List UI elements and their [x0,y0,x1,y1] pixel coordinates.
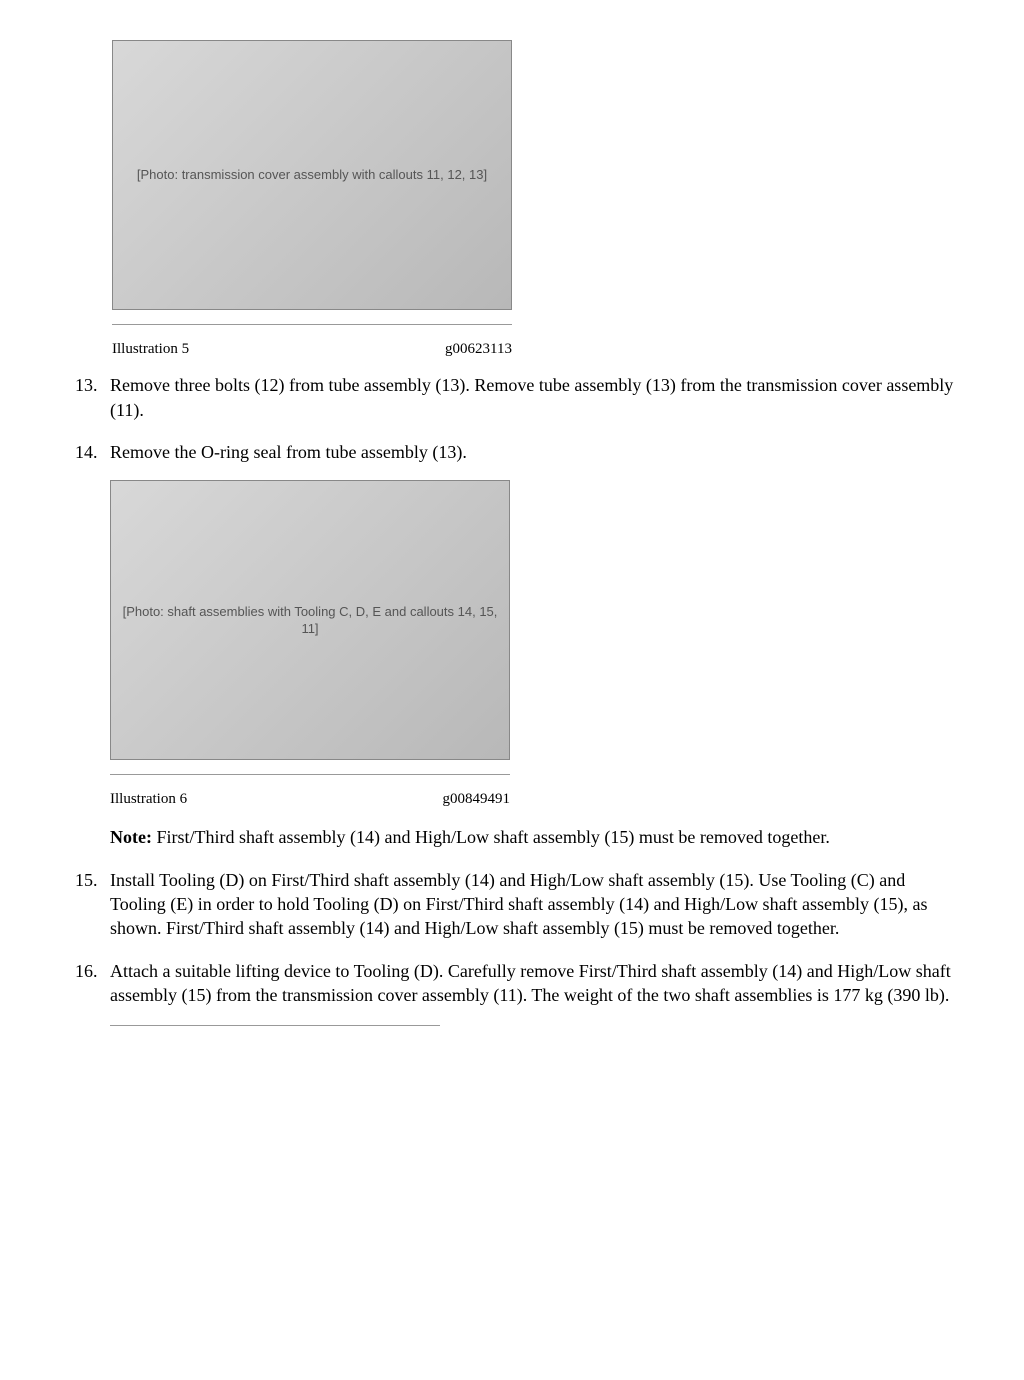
caption-rule [112,324,512,325]
figure-image-6: [Photo: shaft assemblies with Tooling C,… [110,480,510,760]
step-text: Remove the O-ring seal from tube assembl… [110,442,467,462]
step-text: Attach a suitable lifting device to Tool… [110,961,951,1005]
note-label: Note: [110,827,152,847]
step-text: Remove three bolts (12) from tube assemb… [110,375,953,419]
illustration-code: g00849491 [443,789,511,809]
page-content: [Photo: transmission cover assembly with… [62,40,962,1026]
illustration-label: Illustration 6 [110,789,187,809]
illustration-label: Illustration 5 [112,339,189,359]
step-16: Attach a suitable lifting device to Tool… [102,959,962,1027]
step-text: Install Tooling (D) on First/Third shaft… [110,870,928,939]
end-rule [110,1025,440,1026]
procedure-list: Remove three bolts (12) from tube assemb… [62,373,962,1026]
figure-caption-row: Illustration 5 g00623113 [112,339,512,359]
step-14: Remove the O-ring seal from tube assembl… [102,440,962,850]
note-block: Note: First/Third shaft assembly (14) an… [110,825,962,849]
figure-caption-row: Illustration 6 g00849491 [110,789,510,809]
illustration-code: g00623113 [445,339,512,359]
figure-image-5: [Photo: transmission cover assembly with… [112,40,512,310]
step-13: Remove three bolts (12) from tube assemb… [102,373,962,422]
figure-illustration-6: [Photo: shaft assemblies with Tooling C,… [110,480,962,809]
figure-illustration-5: [Photo: transmission cover assembly with… [112,40,962,359]
step-15: Install Tooling (D) on First/Third shaft… [102,868,962,941]
note-text: First/Third shaft assembly (14) and High… [152,827,830,847]
caption-rule [110,774,510,775]
